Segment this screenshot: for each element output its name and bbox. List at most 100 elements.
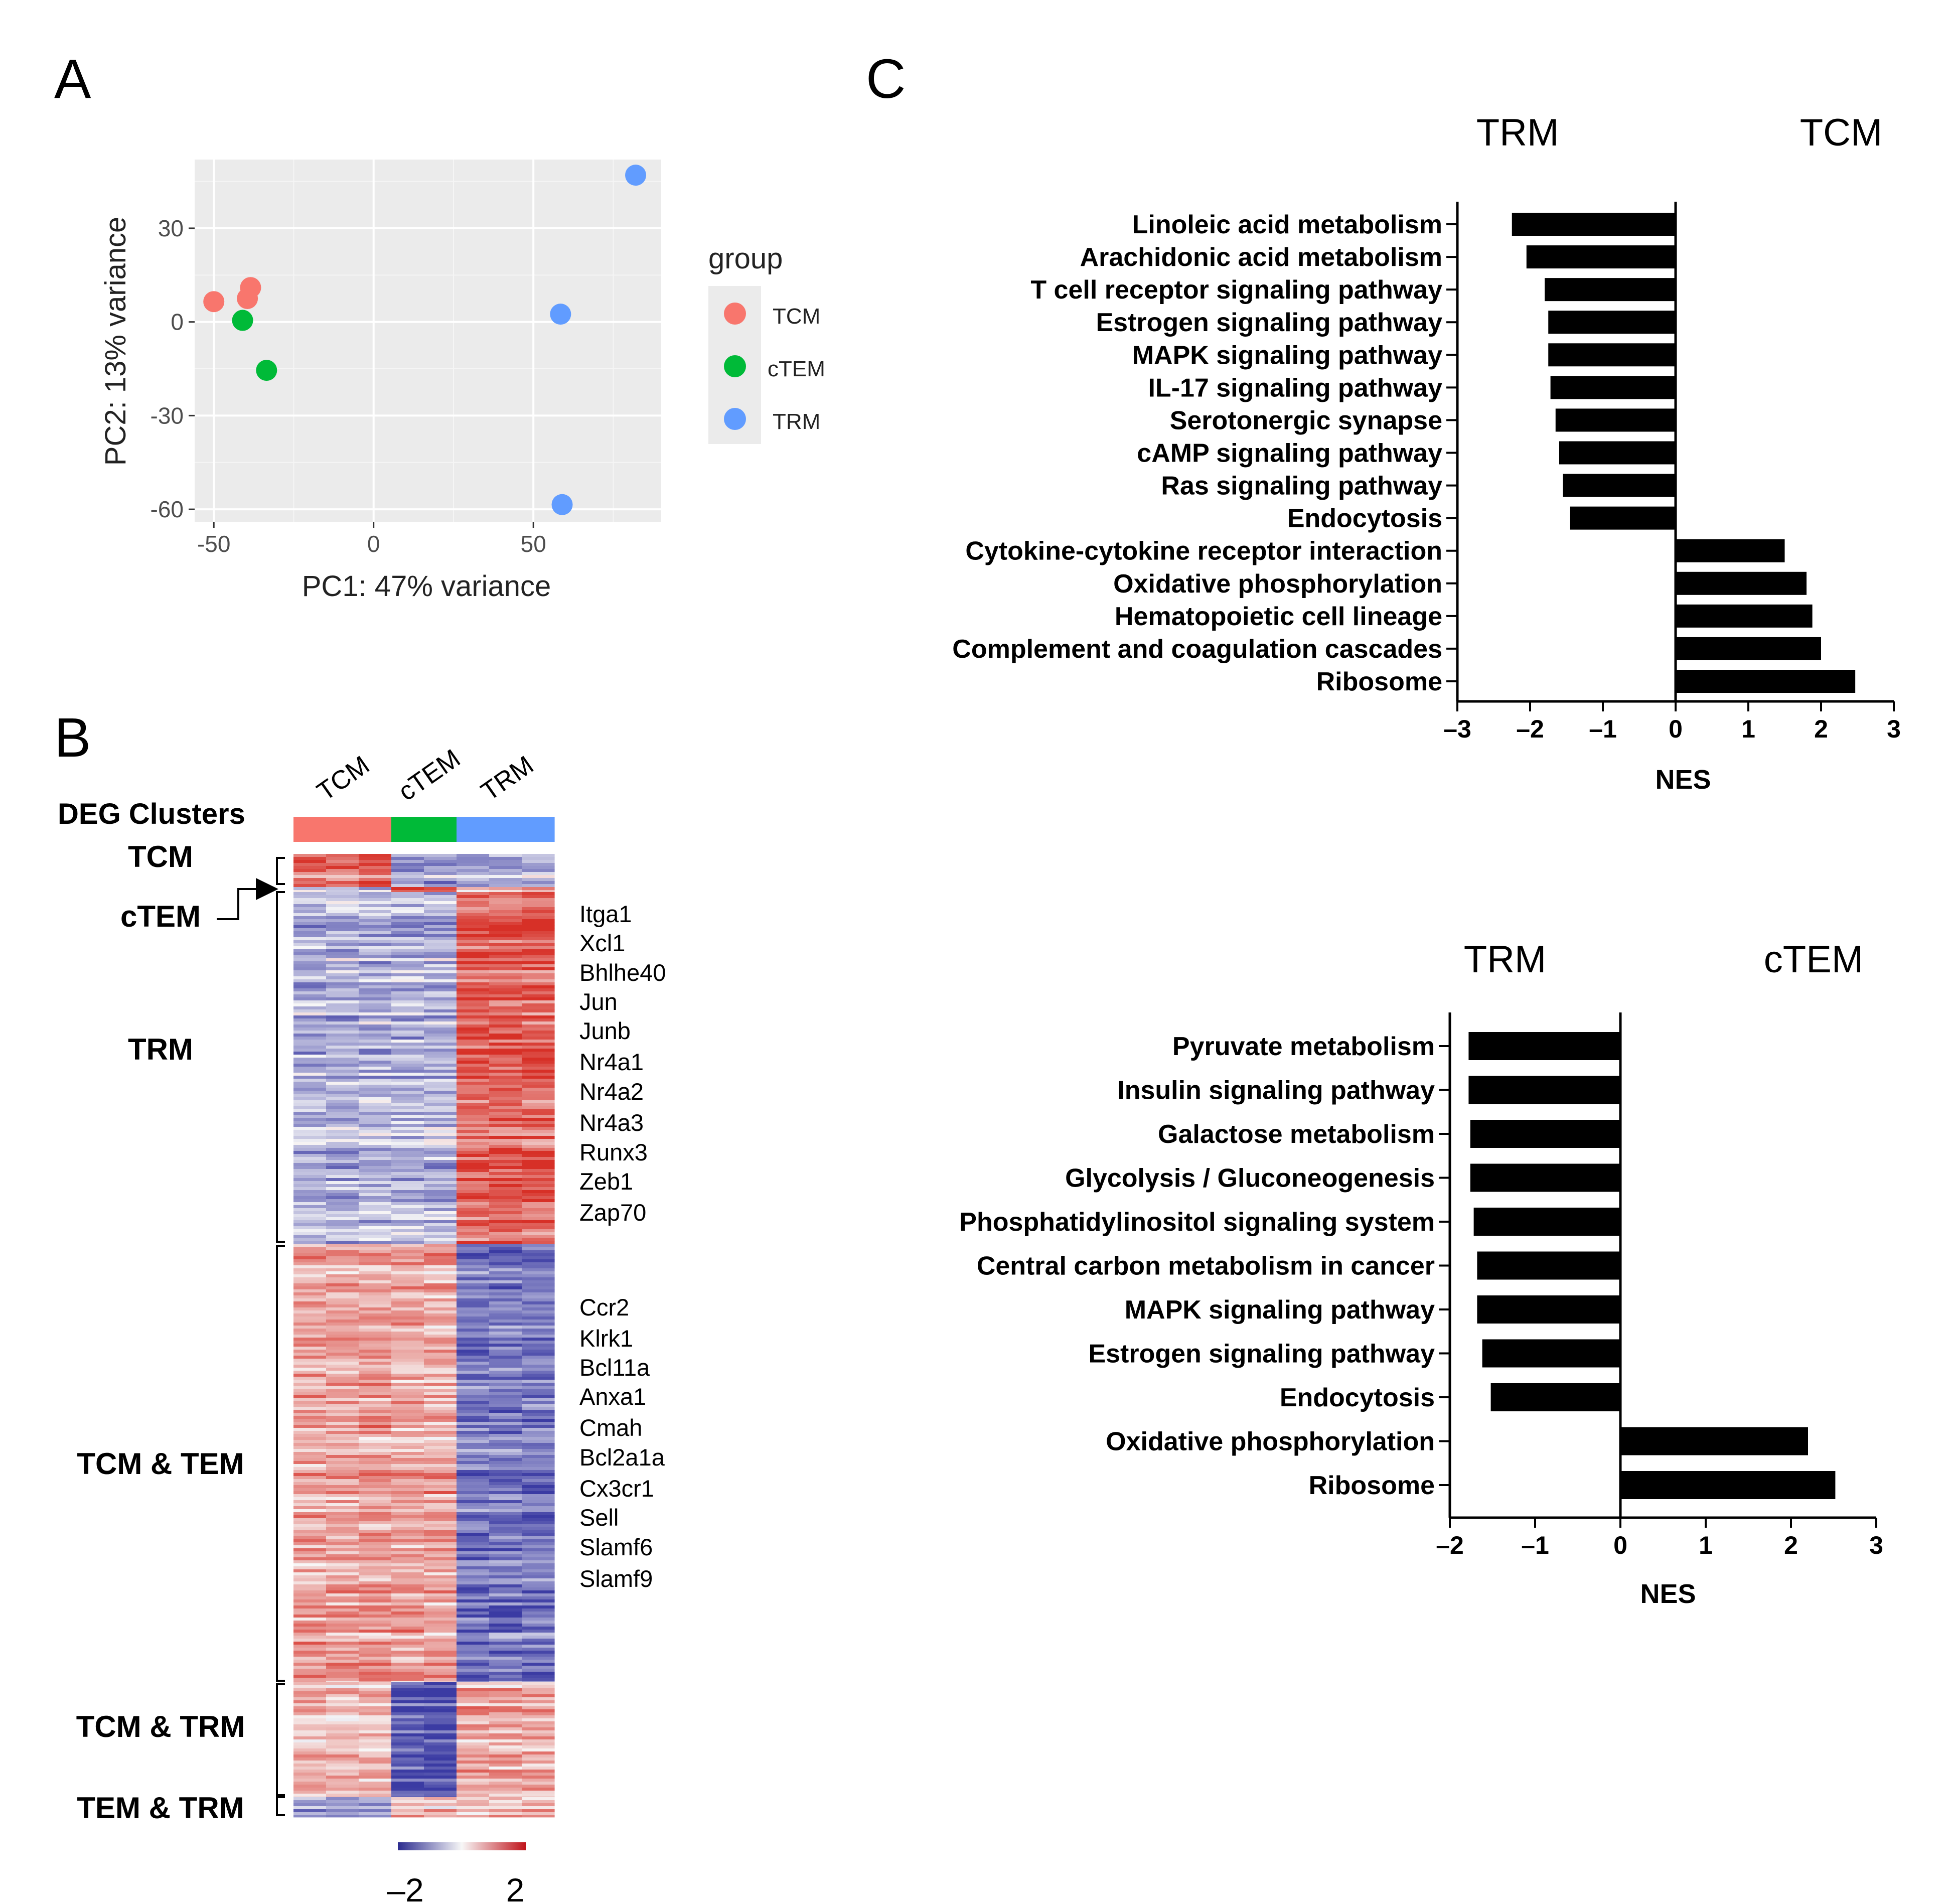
heatmap-cell <box>489 1572 522 1576</box>
heatmap-cell <box>424 1214 457 1218</box>
heatmap-cell <box>391 1386 424 1389</box>
heatmap-cell <box>489 1682 522 1686</box>
heatmap-cell <box>359 1413 392 1416</box>
heatmap-cell <box>489 1773 522 1776</box>
heatmap-cell <box>326 1688 359 1692</box>
heatmap-cell <box>293 1175 327 1179</box>
heatmap-cell <box>293 1669 327 1672</box>
heatmap-cell <box>489 1163 522 1166</box>
heatmap-cell <box>391 1416 424 1419</box>
heatmap-cell <box>522 1157 555 1160</box>
gsea-bar <box>1550 376 1676 399</box>
heatmap-cell <box>457 1196 490 1200</box>
heatmap-cell <box>424 1691 457 1695</box>
heatmap-cell <box>391 1341 424 1344</box>
heatmap-cell <box>489 1283 522 1287</box>
heatmap-cell <box>489 1590 522 1594</box>
heatmap-cell <box>391 1304 424 1308</box>
heatmap-cell <box>424 1383 457 1386</box>
heatmap-cell <box>326 1767 359 1770</box>
heatmap-cell <box>326 904 359 908</box>
heatmap-cell <box>326 1624 359 1627</box>
gsea-category-label: Ras signaling pathway <box>1161 472 1442 501</box>
heatmap-cell <box>457 1407 490 1410</box>
heatmap-cell <box>326 988 359 992</box>
heatmap-cell <box>489 1815 522 1818</box>
heatmap-cell <box>457 1545 490 1549</box>
heatmap-cell <box>391 922 424 926</box>
heatmap-cell <box>457 1809 490 1813</box>
heatmap-cell <box>522 1094 555 1097</box>
heatmap-cell <box>326 1130 359 1133</box>
heatmap-cell <box>359 1587 392 1591</box>
heatmap-cell <box>359 1794 392 1797</box>
heatmap-cell <box>489 943 522 947</box>
heatmap-cell <box>326 1070 359 1073</box>
heatmap-cell <box>424 1262 457 1266</box>
heatmap-cell <box>359 1202 392 1206</box>
heatmap-cell <box>489 1064 522 1067</box>
heatmap-cell <box>293 1712 327 1716</box>
pca-point-ctem <box>256 360 277 381</box>
heatmap-cell <box>326 1476 359 1480</box>
heatmap-cell <box>359 1721 392 1725</box>
heatmap-cell <box>359 1809 392 1813</box>
gsea1-x-axis-label: NES <box>1655 765 1711 795</box>
heatmap-cell <box>457 1530 490 1534</box>
heatmap-cell <box>293 1636 327 1639</box>
heatmap-cell <box>326 1006 359 1010</box>
heatmap-cell <box>326 1109 359 1112</box>
heatmap-cell <box>293 1461 327 1464</box>
heatmap-cell <box>293 881 327 885</box>
heatmap-cell <box>522 1678 555 1681</box>
heatmap-cell <box>457 1815 490 1818</box>
heatmap-cell <box>522 1241 555 1245</box>
heatmap-cell <box>391 1428 424 1431</box>
heatmap-cell <box>391 1151 424 1154</box>
heatmap-cell <box>522 1648 555 1651</box>
heatmap-cell <box>359 1338 392 1341</box>
heatmap-cell <box>391 1169 424 1173</box>
heatmap-cell <box>359 1190 392 1194</box>
heatmap-cell <box>522 1259 555 1263</box>
heatmap-cell <box>457 1452 490 1455</box>
heatmap-cell <box>424 964 457 968</box>
heatmap-cell <box>522 1410 555 1413</box>
heatmap-cell <box>391 1675 424 1678</box>
heatmap-cell <box>489 892 522 896</box>
heatmap-cell <box>391 1815 424 1818</box>
heatmap-cell <box>489 1809 522 1813</box>
heatmap-cell <box>359 1467 392 1471</box>
heatmap-cell <box>391 1575 424 1579</box>
heatmap-cell <box>424 854 457 857</box>
heatmap-cell <box>522 1624 555 1627</box>
heatmap-cell <box>457 1651 490 1654</box>
heatmap-cell <box>326 913 359 917</box>
heatmap-cell <box>326 1082 359 1085</box>
heatmap-cell <box>522 1434 555 1437</box>
heatmap-cell <box>326 1703 359 1707</box>
heatmap-cell <box>489 1657 522 1660</box>
heatmap-cell <box>326 1356 359 1359</box>
heatmap-cell <box>489 1431 522 1434</box>
heatmap-cell <box>293 1618 327 1621</box>
heatmap-cell <box>326 869 359 872</box>
heatmap-cell <box>489 1076 522 1079</box>
heatmap-cell <box>326 1782 359 1785</box>
heatmap-cell <box>457 1548 490 1552</box>
heatmap-cell <box>326 1326 359 1329</box>
heatmap-cell <box>489 1800 522 1804</box>
annotation-cell-ctem <box>424 817 457 842</box>
gsea-category-label: Endocytosis <box>1287 504 1442 533</box>
heatmap-cell <box>326 1398 359 1401</box>
pca-point-ctem <box>232 310 253 331</box>
heatmap-cell <box>522 884 555 888</box>
heatmap-cell <box>424 988 457 992</box>
heatmap-cell <box>326 1043 359 1046</box>
heatmap-cell <box>522 1491 555 1495</box>
heatmap-cell <box>359 1359 392 1362</box>
heatmap-cell <box>457 895 490 899</box>
heatmap-cell <box>359 1238 392 1242</box>
heatmap-cell <box>391 1688 424 1692</box>
heatmap-cell <box>391 1196 424 1200</box>
